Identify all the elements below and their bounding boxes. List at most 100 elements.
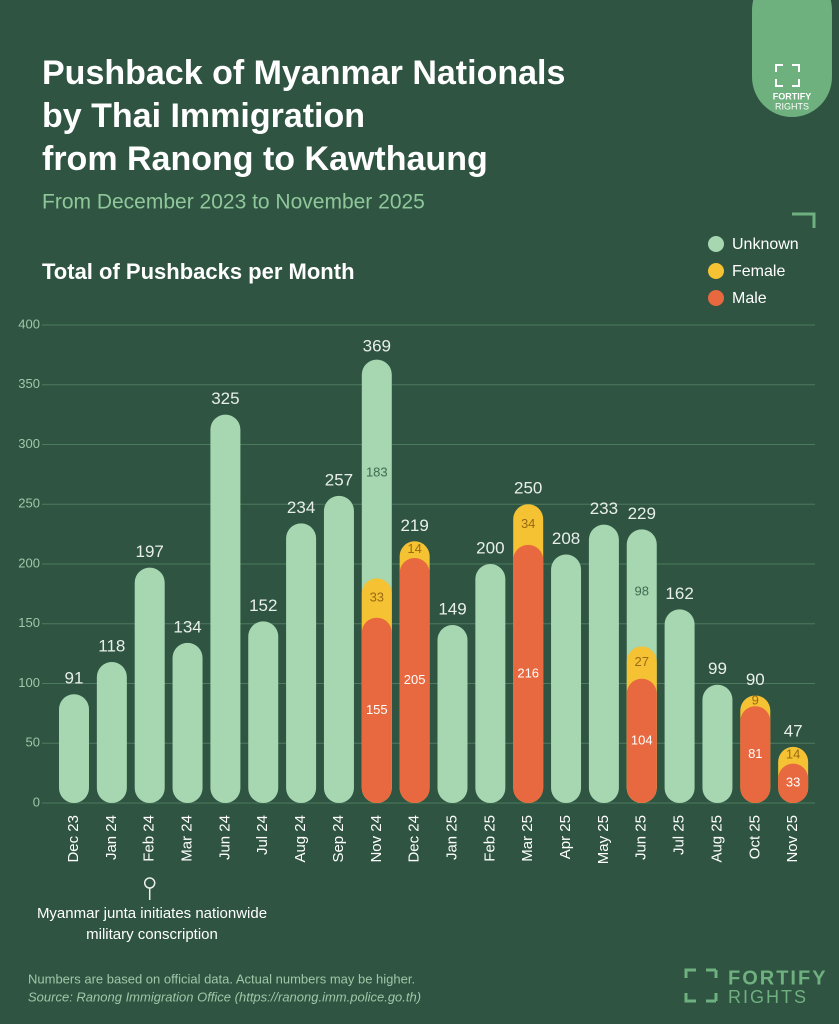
bar-segment	[96, 661, 127, 803]
total-label: 250	[514, 479, 542, 498]
legend-swatch	[708, 263, 724, 279]
total-label: 91	[65, 669, 84, 688]
y-tick-label: 300	[18, 436, 40, 451]
subtitle: From December 2023 to November 2025	[42, 191, 425, 214]
decoration	[792, 212, 816, 228]
total-label: 152	[249, 596, 277, 615]
total-label: 118	[98, 636, 125, 655]
segment-label: 205	[404, 672, 426, 687]
bar-segment	[172, 642, 203, 803]
x-tick-label: Mar 24	[179, 815, 196, 862]
total-label: 257	[325, 470, 353, 489]
bar-segment	[626, 678, 657, 803]
legend-label: Female	[732, 263, 785, 280]
brand-icon	[684, 968, 718, 1003]
logo-icon	[775, 64, 800, 87]
annotation-text: military conscription	[86, 926, 218, 943]
x-tick-label: Jan 24	[103, 815, 120, 860]
total-label: 219	[400, 516, 428, 535]
segment-label: 14	[407, 541, 421, 556]
x-tick-label: Nov 25	[784, 815, 801, 863]
logo-text: FORTIFY	[773, 91, 812, 101]
x-tick-label: Apr 25	[557, 815, 574, 859]
x-tick-label: Nov 24	[368, 815, 385, 863]
brand-text: FORTIFY	[728, 967, 828, 989]
segment-label: 81	[748, 746, 762, 761]
y-tick-label: 250	[18, 496, 40, 511]
x-tick-label: Jun 24	[216, 815, 233, 860]
bar-segment	[248, 621, 279, 803]
segment-label: 33	[786, 775, 800, 790]
x-tick-label: Oct 25	[746, 815, 763, 859]
x-tick-label: Aug 25	[708, 815, 725, 863]
y-tick-label: 50	[26, 735, 40, 750]
y-tick-label: 400	[18, 316, 40, 331]
title: by Thai Immigration	[42, 97, 365, 135]
segment-label: 98	[635, 583, 649, 598]
x-tick-label: Jul 24	[254, 815, 271, 855]
bar-segment	[59, 694, 89, 803]
segment-label: 34	[521, 516, 535, 531]
y-tick-label: 100	[18, 675, 40, 690]
segment-label: 14	[786, 747, 800, 762]
total-label: 234	[287, 498, 315, 517]
x-tick-label: Jul 25	[671, 815, 688, 855]
bar-segment	[702, 684, 733, 803]
total-label: 325	[211, 389, 239, 408]
bar-segment	[361, 617, 392, 803]
legend-swatch	[708, 290, 724, 306]
y-tick-label: 200	[18, 555, 40, 570]
bar-segment	[513, 544, 544, 803]
annotation-marker	[143, 877, 156, 889]
bar-segment	[323, 495, 354, 803]
bar-segment	[551, 554, 582, 803]
total-label: 369	[363, 337, 391, 356]
total-label: 149	[438, 599, 466, 618]
total-label: 229	[628, 504, 656, 523]
title: from Ranong to Kawthaung	[42, 140, 488, 178]
total-label: 134	[173, 617, 201, 636]
segment-label: 33	[370, 589, 384, 604]
bar-segment	[286, 523, 317, 803]
title: Pushback of Myanmar Nationals	[42, 54, 565, 92]
legend-label: Male	[732, 290, 767, 307]
total-label: 233	[590, 499, 618, 518]
segment-label: 9	[752, 692, 759, 707]
x-tick-label: Jan 25	[443, 815, 460, 860]
segment-label: 183	[366, 464, 388, 479]
total-label: 208	[552, 529, 580, 548]
bar-segment	[740, 706, 771, 803]
y-tick-label: 150	[18, 615, 40, 630]
bar-segment	[778, 763, 809, 803]
x-tick-label: Aug 24	[292, 815, 309, 863]
legend-label: Unknown	[732, 236, 799, 253]
x-tick-label: Feb 25	[481, 815, 498, 862]
total-label: 47	[784, 721, 803, 740]
bar-segment	[134, 567, 165, 803]
bar-segment	[475, 564, 506, 803]
x-tick-label: Jun 25	[633, 815, 650, 860]
segment-label: 155	[366, 702, 388, 717]
x-tick-label: Dec 24	[406, 815, 423, 863]
annotation-text: Myanmar junta initiates nationwide	[37, 905, 267, 922]
total-label: 99	[708, 659, 727, 678]
total-label: 197	[136, 542, 164, 561]
y-tick-label: 0	[33, 794, 40, 809]
brand-text: RIGHTS	[728, 987, 808, 1007]
segment-label: 27	[635, 654, 649, 669]
footnote: Numbers are based on official data. Actu…	[28, 971, 415, 986]
bar-segment	[588, 524, 619, 803]
x-tick-label: Dec 23	[65, 815, 82, 863]
x-tick-label: May 25	[595, 815, 612, 864]
chart-title: Total of Pushbacks per Month	[42, 259, 355, 284]
segment-label: 216	[517, 665, 539, 680]
logo-text: RIGHTS	[775, 101, 809, 111]
legend-swatch	[708, 236, 724, 252]
bar-segment	[210, 414, 241, 803]
bar-segment	[399, 558, 430, 803]
bar-segment	[664, 609, 695, 803]
total-label: 90	[746, 670, 765, 689]
total-label: 200	[476, 538, 504, 557]
